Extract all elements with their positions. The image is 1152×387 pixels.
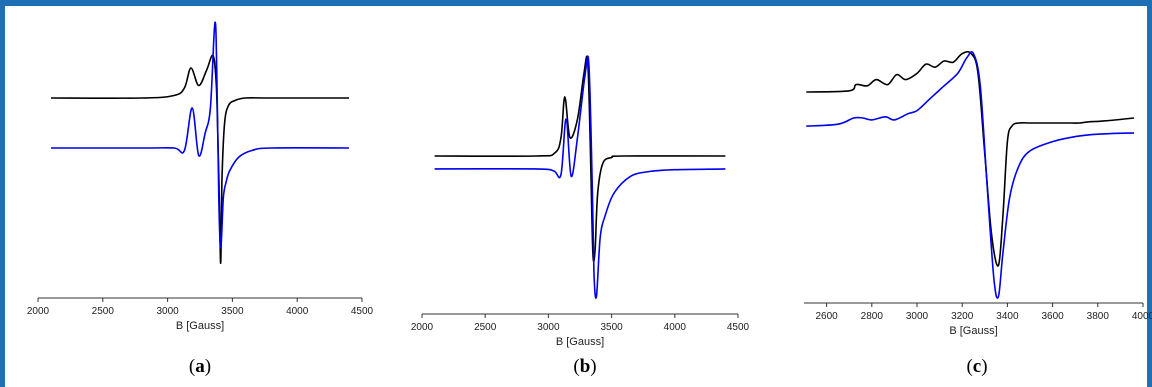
x-axis-label-b: B [Gauss] (556, 336, 604, 348)
x-tick-label-c: 2800 (861, 311, 884, 322)
series-line-a-blue (51, 21, 350, 249)
x-tick-label-a: 4500 (351, 306, 374, 317)
x-tick-label-c: 3200 (951, 311, 974, 322)
x-tick-label-a: 2000 (27, 306, 50, 317)
x-tick-label-c: 3400 (996, 311, 1019, 322)
x-tick-label-c: 2600 (815, 311, 838, 322)
series-line-b-blue (434, 55, 726, 299)
x-tick-label-b: 2500 (474, 322, 497, 333)
x-axis-label-c: B [Gauss] (949, 325, 997, 337)
caption-a: (a) (188, 356, 212, 377)
caption-b: (b) (573, 356, 597, 377)
x-axis-label-a: B [Gauss] (176, 320, 224, 332)
x-tick-label-a: 4000 (286, 306, 309, 317)
chart-panel-b: 2000 2500 3000 3500 4000 4500 B [Gauss] (411, 55, 750, 348)
x-tick-label-b: 3500 (600, 322, 623, 333)
chart-panel-a: 2000 2500 3000 3500 4000 4500 B [Gauss] (27, 21, 374, 332)
x-tick-label-a: 3000 (156, 306, 179, 317)
x-tick-label-b: 4500 (727, 322, 750, 333)
x-tick-label-b: 3000 (537, 322, 560, 333)
series-line-a-black (50, 54, 349, 264)
series-line-c-blue (806, 51, 1135, 299)
x-tick-label-b: 2000 (411, 322, 434, 333)
chart-panel-c: 2600 2800 3000 3200 3400 3600 3800 4000 B [Gauss… (804, 50, 1152, 337)
x-tick-label-c: 4000 (1132, 311, 1152, 322)
caption-c: (c) (966, 356, 988, 377)
x-tick-label-a: 3500 (221, 306, 244, 317)
x-tick-label-c: 3800 (1087, 311, 1110, 322)
x-tick-label-c: 3000 (906, 311, 929, 322)
series-line-b-black (434, 55, 726, 263)
x-tick-label-c: 3600 (1041, 311, 1064, 322)
x-tick-label-b: 4000 (664, 322, 687, 333)
x-tick-label-a: 2500 (92, 306, 115, 317)
series-line-c-black (806, 50, 1135, 267)
